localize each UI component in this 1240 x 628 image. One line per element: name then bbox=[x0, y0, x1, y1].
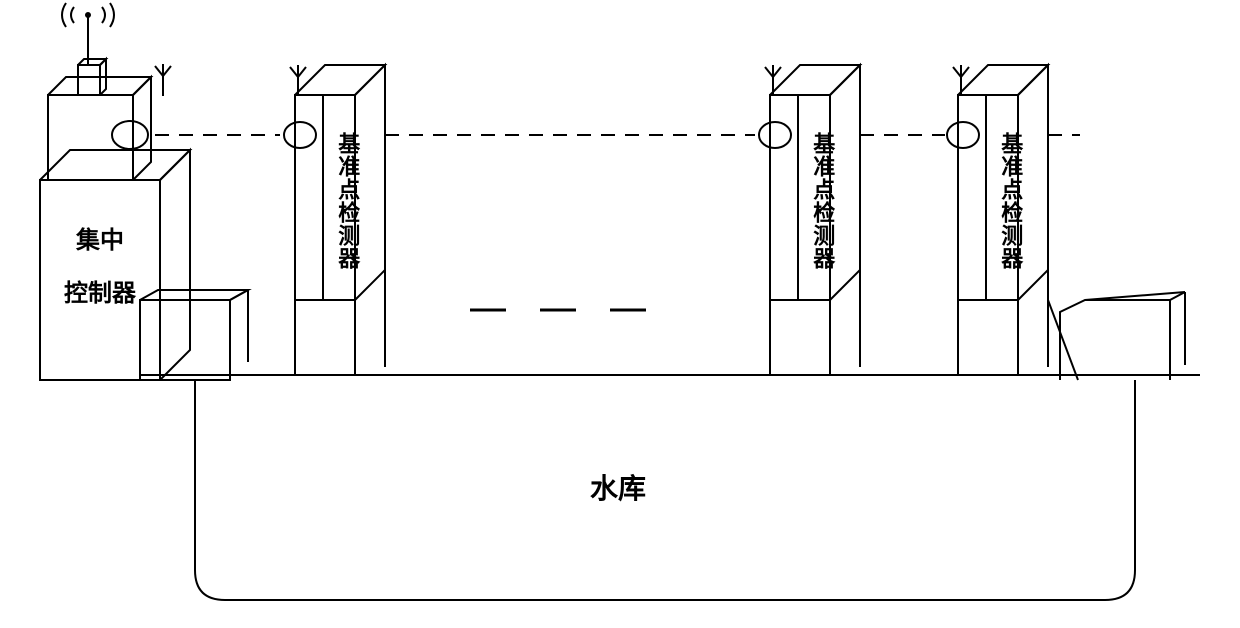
detector-label-3: 基准点检测器 bbox=[998, 132, 1022, 270]
reservoir-text: 水库 bbox=[590, 474, 646, 505]
controller-label: 集中控制器 bbox=[55, 215, 145, 321]
detector-1-text: 基准点检测器 bbox=[335, 132, 360, 270]
detector-3-text: 基准点检测器 bbox=[998, 132, 1023, 270]
controller-label-text: 集中控制器 bbox=[64, 228, 136, 307]
dam-monitoring-diagram: 集中控制器 基准点检测器 基准点检测器 基准点检测器 水库 bbox=[0, 0, 1240, 628]
diagram-svg bbox=[0, 0, 1240, 628]
detector-label-1: 基准点检测器 bbox=[335, 132, 359, 270]
detector-label-2: 基准点检测器 bbox=[810, 132, 834, 270]
detector-2-text: 基准点检测器 bbox=[810, 132, 835, 270]
reservoir-label: 水库 bbox=[590, 475, 646, 506]
